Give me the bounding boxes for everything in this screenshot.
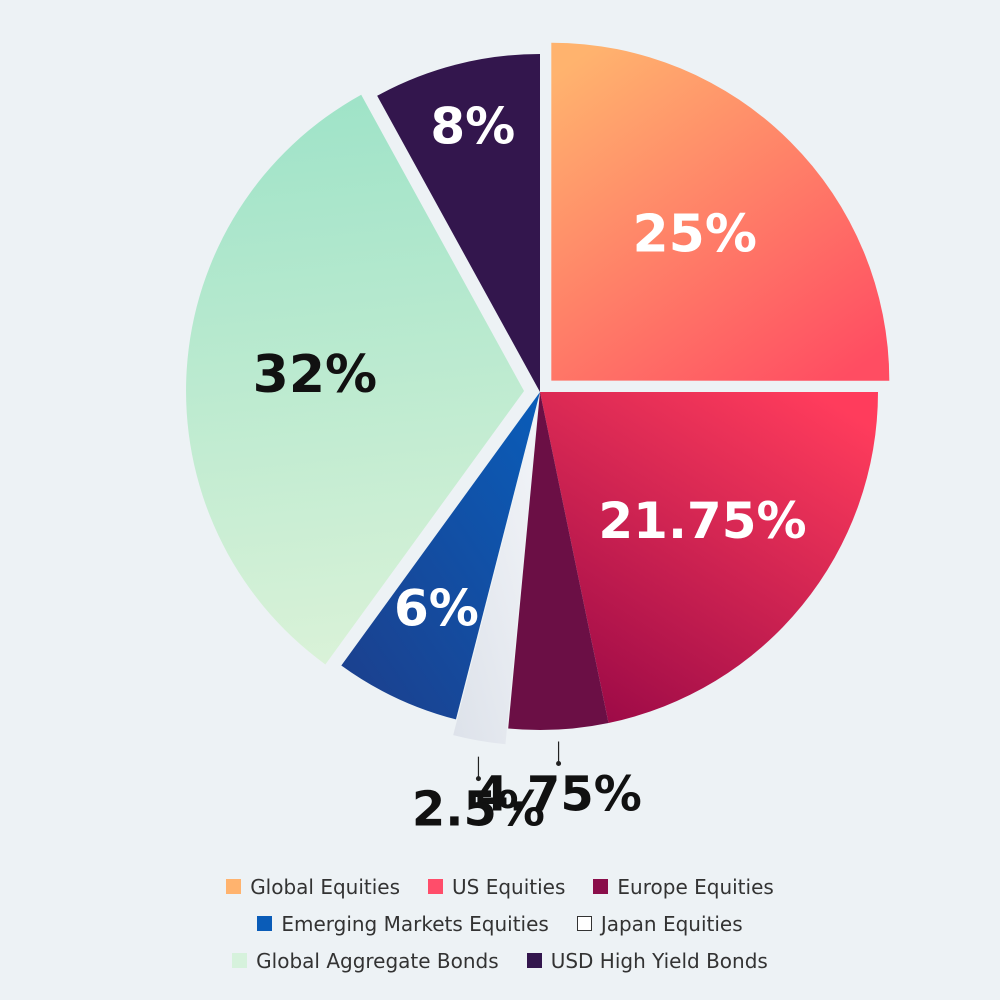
pie-slice-us-equities [540,392,878,723]
legend-item-japan-equities: Japan Equities [576,911,743,936]
legend-label: US Equities [452,874,566,899]
pie-slices [186,42,890,745]
legend-item-emerging-markets-equities: Emerging Markets Equities [257,912,549,936]
legend-swatch [232,953,248,968]
pie-slice-japan-equities [453,407,538,745]
legend-label: Europe Equities [617,874,774,899]
pie-slice-usd-high-yield-bonds [377,54,540,392]
slice-value-label-emerging-markets-equities: 6% [394,580,479,638]
legend-label: Global Equities [250,874,401,899]
legend-swatch [576,916,592,931]
slice-value-label-us-equities: 21.75% [598,492,806,550]
slice-value-label-global-equities: 25% [632,204,756,264]
legend-item-europe-equities: Europe Equities [593,874,774,899]
legend-label: Global Aggregate Bonds [256,948,499,973]
legend-row: Emerging Markets Equities Japan Equities [0,905,1000,942]
legend-item-us-equities: US Equities [428,875,565,899]
legend-swatch [526,953,542,968]
legend-item-usd-high-yield-bonds: USD High Yield Bonds [526,948,768,973]
pie-slice-global-equities [551,42,890,381]
leader-dot-japan-equities [475,776,481,782]
leader-dot-europe-equities [556,760,562,766]
pie-chart-svg: 25% 21.75% 4.75%2.5% 6% 32% 8% [186,42,890,838]
legend-swatch [226,879,242,894]
legend-swatch [257,916,273,931]
legend: Global Equities US Equities Europe Equitie… [0,868,1000,979]
pie-slice-global-aggregate-bonds [186,94,525,665]
slice-value-label-global-aggregate-bonds: 32% [253,345,377,405]
slice-value-label-usd-high-yield-bonds: 8% [430,98,515,156]
legend-row: Global Aggregate Bonds USD High Yield Bon… [0,942,1000,979]
slice-value-label-japan-equities: 2.5% [412,782,545,838]
legend-swatch [593,879,609,894]
legend-label: Emerging Markets Equities [281,911,549,936]
legend-label: Japan Equities [600,911,743,936]
pie-labels: 25% 21.75% 4.75%2.5% 6% 32% 8% [253,98,807,838]
legend-label: USD High Yield Bonds [550,948,768,973]
pie-slice-europe-equities [508,392,609,731]
pie-slice-emerging-markets-equities [341,392,540,720]
legend-swatch [428,879,444,894]
pie-chart: 25% 21.75% 4.75% 2.5% 6% 32% 8% [186,42,890,838]
legend-row: Global Equities US Equities Europe Equitie… [0,868,1000,905]
legend-item-global-aggregate-bonds: Global Aggregate Bonds [232,949,499,973]
slice-value-label-europe-equities: 4.75% [475,766,642,822]
legend-item-global-equities: Global Equities [226,875,400,899]
